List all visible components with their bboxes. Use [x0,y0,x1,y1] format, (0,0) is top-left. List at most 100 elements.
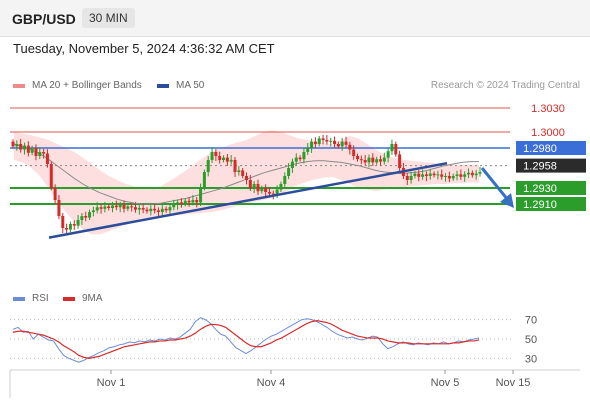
x-tick-nov1: Nov 1 [96,377,126,389]
x-tick-nov15: Nov 15 [495,377,531,389]
candle-body [84,216,88,218]
candle-body [467,172,471,175]
candle-body [310,141,314,148]
candle-body [49,164,53,188]
candle-body [336,144,340,147]
candle-body [386,151,390,158]
candle-body [156,210,160,212]
candle-body [15,144,19,147]
level-tag [516,141,586,155]
candle-body [436,174,440,176]
candle-body [264,188,268,192]
candle-body [168,207,172,211]
candle-body [390,144,394,152]
candle-body [325,140,329,142]
candle-body [409,176,413,180]
candle-body [306,148,310,152]
candle-body [260,188,264,192]
candle-body [187,200,191,203]
legend-ma50: MA 50 [157,80,204,91]
candle-body [256,184,260,192]
candle-body [424,174,428,176]
candle-body [38,152,42,156]
candle-body [294,157,298,162]
candle-body [451,176,455,179]
candle-body [447,176,451,179]
candle-body [122,204,126,209]
candle-body [287,168,291,176]
level-tag [516,158,586,173]
candle-body [440,174,444,177]
candle-body [153,208,157,211]
candle-body [45,153,49,164]
candle-body [88,212,92,218]
candle-body [95,207,99,211]
candle-body [298,157,302,160]
candle-body [68,224,72,230]
level-label: 1.2910 [523,199,557,211]
candle-body [352,149,356,156]
rsi-swatch [13,296,25,301]
candle-body [394,144,398,155]
candle-body [359,159,363,161]
level-label: 1.2980 [523,143,557,155]
candle-body [398,154,402,168]
candle-body [183,200,187,204]
candle-body [275,189,279,195]
candle-body [271,193,275,195]
candle-body [22,145,26,150]
candle-body [229,160,233,162]
candle-body [470,172,474,176]
candle-body [283,176,287,184]
candle-body [233,160,237,172]
timeframe-button[interactable]: 30 MIN [82,8,135,28]
rsi-line [12,317,480,363]
candle-body [210,152,214,160]
candle-body [107,206,111,208]
candle-body [72,224,76,226]
candle-body [378,159,382,162]
candle-body [474,173,478,176]
x-tick-nov5: Nov 5 [430,377,460,389]
candle-body [321,138,325,140]
candle-body [195,200,199,203]
candle-body [371,157,375,163]
forecast-arrow [480,167,510,201]
candle-body [202,172,206,188]
candle-body [222,157,226,160]
candle-body [11,141,15,147]
candle-body [252,184,256,188]
chart-header: GBP/USD 30 MIN [0,0,590,37]
candle-body [241,170,245,176]
candle-body [363,160,367,163]
candle-body [329,140,333,142]
candle-body [455,174,459,176]
candle-body [463,174,467,177]
candle-body [76,220,80,226]
candle-body [160,208,164,212]
candle-body [172,204,176,208]
level-label: 1.2930 [523,183,557,195]
candle-body [126,206,130,209]
candle-body [444,176,448,177]
candle-body [340,141,344,147]
candle-body [344,141,348,145]
candle-body [191,200,195,203]
rsi-tick-label: 70 [525,315,537,327]
candle-body [145,209,149,212]
candle-body [428,173,432,176]
level-label: 1.3030 [531,103,565,115]
candle-body [218,156,222,160]
level-tag [516,197,586,211]
candle-body [421,174,425,177]
9ma-label: 9MA [82,293,103,304]
candle-body [267,192,271,194]
candle-body [317,138,321,144]
candle-body [333,140,337,144]
level-label: 1.3000 [531,127,565,139]
candle-body [111,205,115,208]
candle-body [459,174,463,177]
ma20-swatch [13,83,25,88]
candle-body [214,152,218,156]
